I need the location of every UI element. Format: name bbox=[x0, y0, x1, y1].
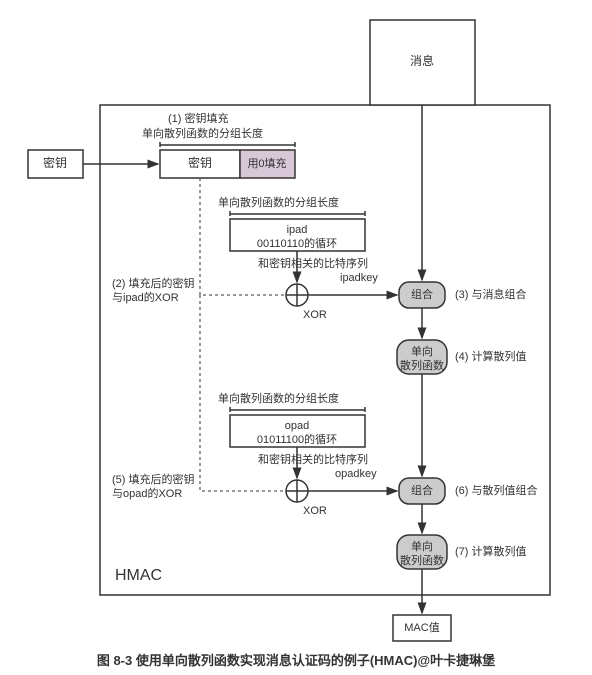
step2a: (2) 填充后的密钥 bbox=[112, 276, 195, 290]
hash2a: 单向 bbox=[411, 539, 433, 553]
ipad-key: ipadkey bbox=[340, 272, 378, 284]
step1-sub: 单向散列函数的分组长度 bbox=[142, 126, 263, 140]
step3: (3) 与消息组合 bbox=[455, 287, 527, 301]
mac-text: MAC值 bbox=[404, 621, 439, 634]
hmac-diagram: HMAC 消息 密钥 (1) 密钥填充 单向散列函数的分组长度 密钥 用0填充 … bbox=[0, 0, 592, 675]
opad-l2: 01011100的循环 bbox=[257, 432, 337, 446]
xor2-label: XOR bbox=[303, 505, 327, 517]
caption: 图 8-3 使用单向散列函数实现消息认证码的例子(HMAC)@叶卡捷琳堡 bbox=[97, 653, 495, 668]
step5a: (5) 填充后的密钥 bbox=[112, 472, 195, 486]
combine1-text: 组合 bbox=[411, 287, 433, 301]
opad-key: opadkey bbox=[335, 468, 377, 480]
step6: (6) 与散列值组合 bbox=[455, 483, 538, 497]
hmac-label: HMAC bbox=[115, 567, 162, 584]
xor1-label: XOR bbox=[303, 309, 327, 321]
key-text: 密钥 bbox=[43, 155, 67, 170]
opad-l1: opad bbox=[285, 420, 309, 432]
step1-label: (1) 密钥填充 bbox=[168, 111, 229, 125]
opad-sub: 单向散列函数的分组长度 bbox=[218, 391, 339, 405]
step7: (7) 计算散列值 bbox=[455, 544, 527, 558]
ipad-l1: ipad bbox=[287, 224, 308, 236]
ipad-rel: 和密钥相关的比特序列 bbox=[258, 256, 368, 270]
hash1b: 散列函数 bbox=[400, 358, 444, 372]
step2b: 与ipad的XOR bbox=[112, 290, 179, 304]
padded-key-text: 密钥 bbox=[188, 155, 212, 170]
hash2b: 散列函数 bbox=[400, 553, 444, 567]
ipad-sub: 单向散列函数的分组长度 bbox=[218, 195, 339, 209]
message-text: 消息 bbox=[410, 53, 434, 68]
hash1a: 单向 bbox=[411, 344, 433, 358]
opad-rel: 和密钥相关的比特序列 bbox=[258, 452, 368, 466]
ipad-l2: 00110110的循环 bbox=[257, 236, 337, 250]
step5b: 与opad的XOR bbox=[112, 486, 182, 500]
pad-text: 用0填充 bbox=[247, 156, 286, 170]
combine2-text: 组合 bbox=[411, 483, 433, 497]
step4: (4) 计算散列值 bbox=[455, 349, 527, 363]
